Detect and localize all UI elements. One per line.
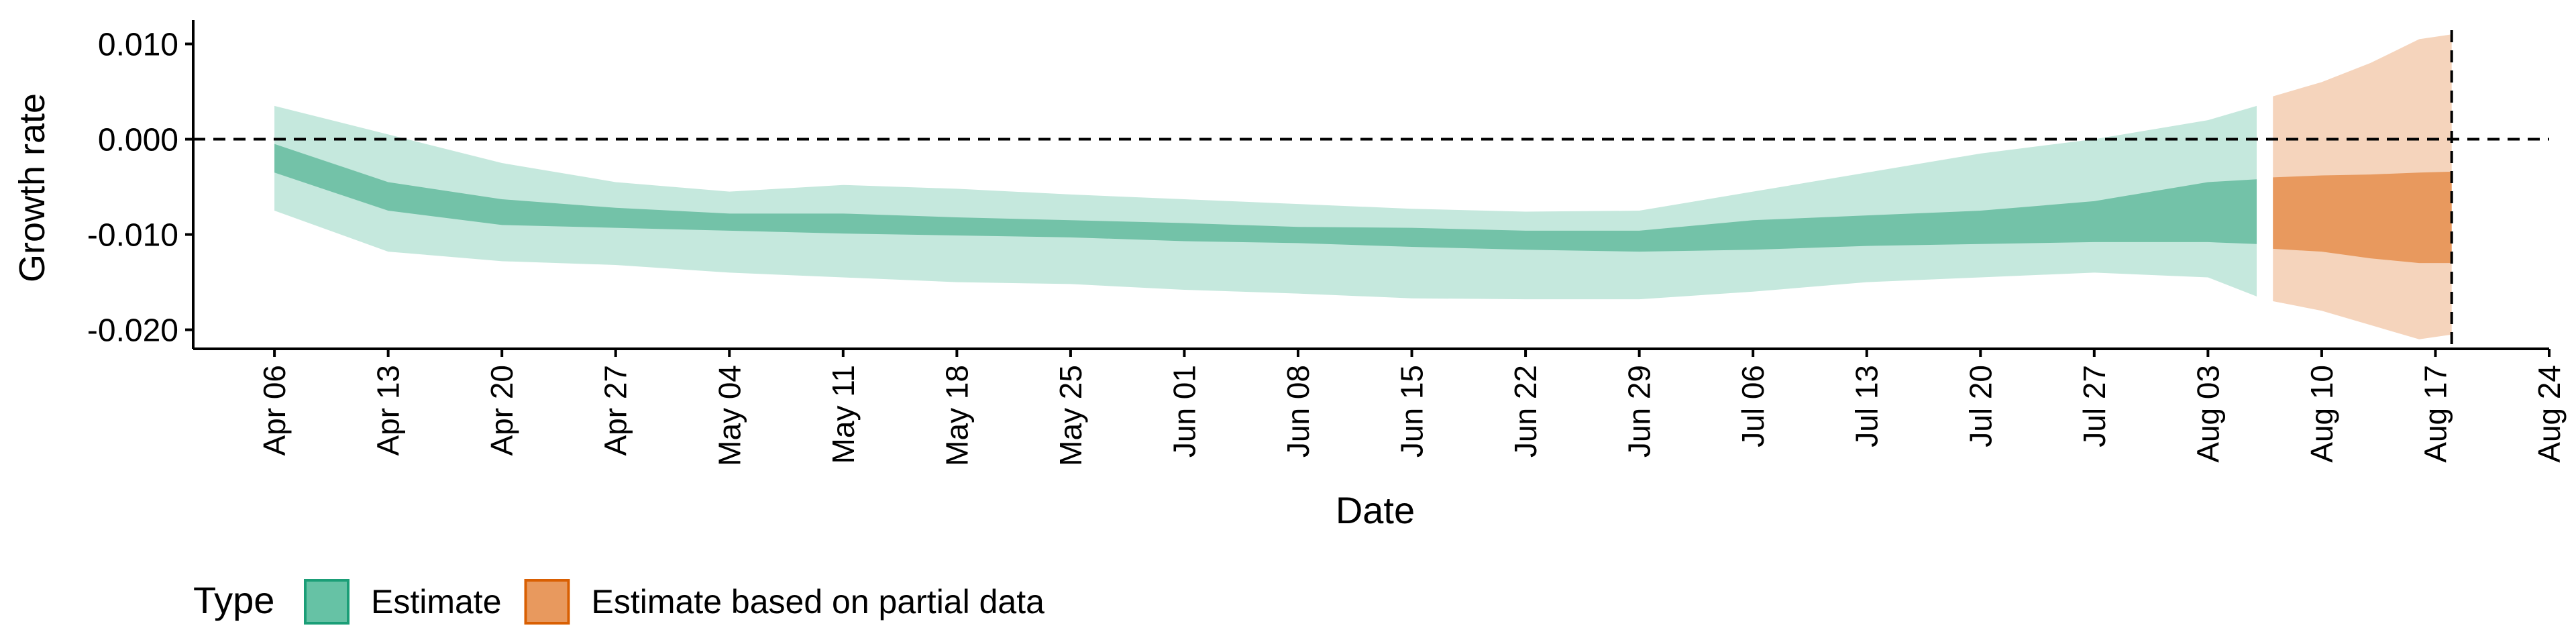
- reference-lines: [193, 30, 2549, 349]
- x-tick-label: Aug 10: [2304, 365, 2339, 463]
- x-axis-title: Date: [1336, 489, 1415, 531]
- y-tick-label: -0.010: [87, 218, 178, 254]
- x-tick-label: Aug 24: [2532, 365, 2567, 463]
- legend-swatch-0: [304, 579, 350, 625]
- x-tick-label: Jun 22: [1508, 365, 1543, 458]
- legend-label-1: Estimate based on partial data: [592, 583, 1045, 621]
- x-tick-label: Jul 06: [1735, 365, 1770, 447]
- x-tick-label: Jul 27: [2077, 365, 2112, 447]
- x-tick-label: May 18: [939, 365, 974, 466]
- axes: [185, 20, 2551, 357]
- x-tick-label: Jun 29: [1622, 365, 1657, 458]
- x-tick-label: Jul 13: [1849, 365, 1884, 447]
- legend: Type Estimate Estimate based on partial d…: [193, 579, 1045, 625]
- series-0-outer-band: [274, 105, 2257, 300]
- x-tick-label: Jun 08: [1281, 365, 1316, 458]
- y-tick-label: 0.010: [98, 28, 178, 63]
- legend-label-0: Estimate: [371, 583, 502, 621]
- x-tick-label: Jul 20: [1963, 365, 1998, 447]
- x-tick-label: Apr 13: [371, 365, 406, 456]
- estimate-bands: [274, 34, 2452, 339]
- x-tick-label: May 11: [826, 365, 861, 464]
- x-tick-label: Apr 27: [598, 365, 633, 456]
- x-tick-label: Aug 17: [2418, 365, 2453, 463]
- x-tick-label: Apr 20: [484, 365, 519, 456]
- y-tick-label: 0.000: [98, 123, 178, 158]
- tick-labels: 0.010 0.000 -0.010 -0.020 Apr 06 Apr 13 Apr 20…: [87, 28, 2567, 466]
- x-tick-label: Jun 15: [1395, 365, 1430, 458]
- x-tick-label: Aug 03: [2190, 365, 2225, 463]
- y-axis-title: Growth rate: [12, 93, 52, 282]
- series-0-inner-band: [274, 144, 2257, 252]
- x-tick-label: May 04: [712, 365, 747, 466]
- legend-title: Type: [193, 579, 274, 621]
- x-tick-label: Apr 06: [257, 365, 292, 456]
- legend-swatch-1: [524, 579, 570, 625]
- series-1-inner-band: [2273, 171, 2452, 264]
- x-tick-label: Jun 01: [1167, 365, 1201, 458]
- y-tick-label: -0.020: [87, 313, 178, 349]
- x-tick-label: May 25: [1053, 365, 1088, 466]
